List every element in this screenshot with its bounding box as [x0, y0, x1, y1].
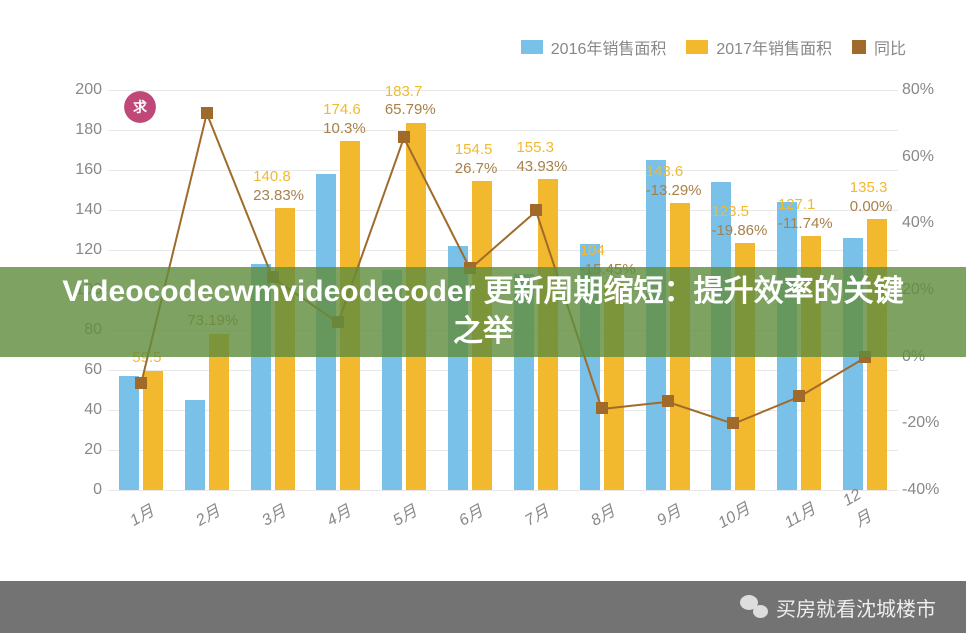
data-label: 174.610.3%	[323, 101, 366, 139]
y-left-tick: 40	[68, 401, 102, 419]
data-label: 123.5-19.86%	[711, 203, 767, 241]
pct-marker	[530, 204, 542, 216]
data-label: 154.526.7%	[455, 141, 498, 179]
x-tick: 10月	[713, 495, 754, 533]
data-label: 155.343.93%	[516, 139, 567, 177]
pct-marker	[727, 417, 739, 429]
data-label: 183.765.79%	[385, 83, 436, 121]
x-tick: 7月	[519, 497, 553, 530]
legend: 2016年销售面积 2017年销售面积 同比	[521, 35, 906, 59]
bar-2016	[119, 376, 139, 490]
data-label: 140.823.83%	[253, 168, 304, 206]
x-tick: 9月	[651, 497, 685, 530]
y-left-tick: 160	[68, 161, 102, 179]
gridline	[108, 490, 898, 491]
y-left-tick: 200	[68, 81, 102, 99]
pct-marker	[398, 131, 410, 143]
y-left-tick: 0	[68, 481, 102, 499]
gridline	[108, 130, 898, 131]
legend-swatch-2017	[686, 40, 708, 54]
legend-label-2017: 2017年销售面积	[716, 35, 832, 59]
x-tick: 4月	[322, 497, 356, 530]
x-tick: 1月	[124, 497, 158, 530]
y-left-tick: 20	[68, 441, 102, 459]
x-tick: 3月	[256, 497, 290, 530]
footer-text: 买房就看沈城楼市	[776, 593, 936, 622]
pct-marker	[201, 107, 213, 119]
x-tick: 8月	[585, 497, 619, 530]
legend-item-pct: 同比	[852, 35, 906, 59]
y-left-tick: 180	[68, 121, 102, 139]
y-left-tick: 140	[68, 201, 102, 219]
footer-bar: 买房就看沈城楼市	[0, 581, 966, 633]
y-left-tick: 60	[68, 361, 102, 379]
legend-item-2016: 2016年销售面积	[521, 35, 667, 59]
legend-swatch-pct	[852, 40, 866, 54]
overlay-banner: Videocodecwmvideodecoder 更新周期缩短：提升效率的关键之…	[0, 267, 966, 357]
y-right-tick: 60%	[902, 148, 948, 166]
x-tick: 5月	[387, 497, 421, 530]
wechat-icon	[740, 593, 768, 621]
bar-2016	[185, 400, 205, 490]
pct-marker	[662, 395, 674, 407]
x-tick: 11月	[779, 495, 819, 532]
x-tick: 2月	[190, 497, 224, 530]
data-label: 127.1-11.74%	[778, 196, 833, 234]
legend-swatch-2016	[521, 40, 543, 54]
overlay-text: Videocodecwmvideodecoder 更新周期缩短：提升效率的关键之…	[60, 272, 906, 353]
data-label: 143.6-13.29%	[646, 163, 702, 201]
legend-label-2016: 2016年销售面积	[551, 35, 667, 59]
data-label: 135.30.00%	[850, 179, 893, 217]
gridline	[108, 170, 898, 171]
y-right-tick: 40%	[902, 214, 948, 232]
legend-item-2017: 2017年销售面积	[686, 35, 832, 59]
y-right-tick: -40%	[902, 481, 948, 499]
pct-marker	[596, 402, 608, 414]
bar-2017	[209, 334, 229, 490]
x-tick: 6月	[453, 497, 487, 530]
pct-marker	[135, 377, 147, 389]
gridline	[108, 90, 898, 91]
y-right-tick: -20%	[902, 414, 948, 432]
pct-marker	[793, 390, 805, 402]
legend-label-pct: 同比	[874, 35, 906, 59]
y-right-tick: 80%	[902, 81, 948, 99]
y-left-tick: 120	[68, 241, 102, 259]
